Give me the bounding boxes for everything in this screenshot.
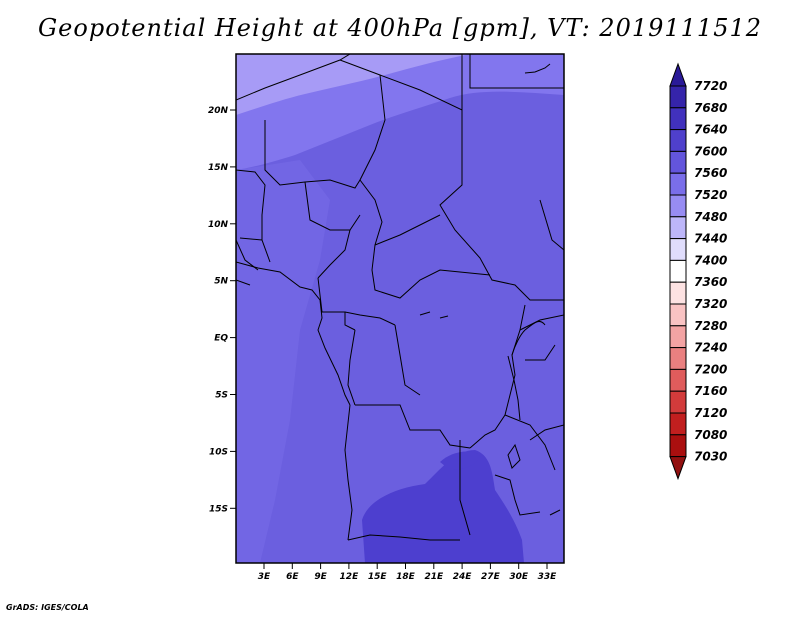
- colorbar-label: 7480: [694, 210, 727, 224]
- colorbar-label: 7680: [694, 101, 727, 115]
- contour-fill-7600: [362, 450, 524, 563]
- lon-label: 21E: [424, 572, 444, 582]
- colorbar-label: 7360: [694, 275, 727, 289]
- colorbar-label: 7280: [694, 319, 727, 333]
- colorbar-label: 7080: [694, 428, 727, 442]
- colorbar-label: 7520: [694, 188, 727, 202]
- contour-fill-7520-west: [236, 160, 330, 563]
- lon-label: 33E: [538, 572, 558, 582]
- colorbar-bottom-arrow: [669, 456, 687, 481]
- lon-label: 3E: [258, 572, 271, 582]
- lon-label: 24E: [453, 572, 473, 582]
- map-title: Geopotential Height at 400hPa [gpm], VT:…: [38, 14, 762, 42]
- colorbar-swatch: [669, 172, 687, 196]
- lon-label: 15E: [368, 572, 388, 582]
- lat-label: 5S: [215, 391, 228, 401]
- colorbar-top-arrow: [669, 62, 687, 87]
- colorbar-swatch: [669, 412, 687, 436]
- colorbar-swatch: [669, 194, 687, 218]
- colorbar-swatch: [669, 281, 687, 305]
- colorbar-swatch: [669, 216, 687, 240]
- colorbar-label: 7240: [694, 341, 727, 355]
- lat-label: 5N: [214, 277, 228, 287]
- colorbar-swatch: [669, 238, 687, 261]
- colorbar-swatch: [669, 368, 687, 392]
- colorbar-label: 7560: [694, 166, 727, 180]
- credit-label: GrADS: IGES/COLA: [6, 603, 89, 612]
- map-panel: [236, 54, 564, 563]
- colorbar-swatch: [669, 347, 687, 370]
- lat-label: 15N: [208, 163, 229, 173]
- colorbar-label: 7640: [694, 123, 727, 137]
- colorbar-label: 7400: [694, 253, 727, 267]
- lat-label: 20N: [208, 106, 229, 116]
- colorbar-swatch: [669, 129, 687, 152]
- lon-label: 30E: [509, 572, 529, 582]
- lon-label: 27E: [481, 572, 501, 582]
- colorbar-label: 7030: [694, 450, 727, 464]
- colorbar: 7720 7680 7640 7600 7560 7520 7480 7440 7400 7360…: [669, 62, 727, 481]
- colorbar-label: 7440: [694, 232, 727, 246]
- colorbar-swatch: [669, 85, 687, 109]
- lon-label: 18E: [396, 572, 416, 582]
- lon-label: 9E: [314, 572, 327, 582]
- lat-label: EQ: [214, 334, 228, 344]
- lat-label: 10S: [209, 447, 228, 457]
- colorbar-label: 7120: [694, 406, 727, 420]
- colorbar-label: 7320: [694, 297, 727, 311]
- colorbar-swatch: [669, 390, 687, 414]
- colorbar-label: 7160: [694, 384, 727, 398]
- colorbar-label: 7200: [694, 362, 727, 376]
- lon-label: 12E: [340, 572, 360, 582]
- colorbar-swatch: [669, 150, 687, 174]
- lat-label: 10N: [208, 220, 229, 230]
- latitude-axis: 20N 15N 10N 5N EQ 5S 10S 15S: [208, 106, 236, 514]
- lon-label: 6E: [286, 572, 299, 582]
- longitude-axis: 3E 6E 9E 12E 15E 18E 21E 24E 27E 30E 33E: [258, 563, 557, 582]
- colorbar-swatch: [669, 259, 687, 283]
- contour-fill-7480: [236, 54, 470, 115]
- colorbar-label: 7600: [694, 144, 727, 158]
- coastlines: [236, 63, 561, 516]
- colorbar-swatch: [669, 325, 687, 349]
- colorbar-swatch: [669, 434, 687, 458]
- colorbar-swatch: [669, 107, 687, 131]
- map-frame: [235, 53, 565, 564]
- lat-label: 15S: [209, 504, 228, 514]
- colorbar-swatch: [669, 303, 687, 327]
- colorbar-label: 7720: [694, 79, 727, 93]
